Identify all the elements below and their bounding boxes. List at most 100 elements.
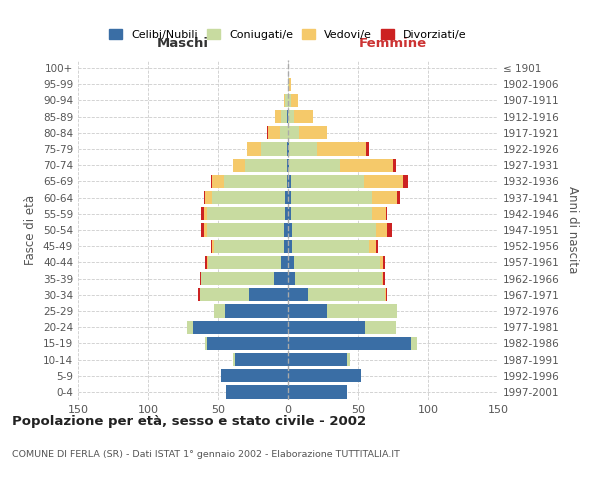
- Y-axis label: Anni di nascita: Anni di nascita: [566, 186, 579, 274]
- Bar: [200, 272, 201, 285]
- Bar: [380, 256, 383, 269]
- Bar: [388, 224, 392, 236]
- Bar: [235, 353, 288, 366]
- Bar: [292, 224, 376, 236]
- Bar: [288, 126, 299, 140]
- Bar: [295, 272, 382, 285]
- Bar: [204, 191, 205, 204]
- Bar: [288, 191, 291, 204]
- Bar: [284, 240, 288, 253]
- Bar: [369, 240, 376, 253]
- Bar: [288, 320, 365, 334]
- Bar: [291, 191, 372, 204]
- Bar: [233, 158, 245, 172]
- Bar: [207, 224, 284, 236]
- Bar: [288, 240, 292, 253]
- Bar: [386, 207, 388, 220]
- Bar: [285, 94, 288, 107]
- Bar: [204, 224, 207, 236]
- Bar: [201, 207, 204, 220]
- Bar: [281, 110, 287, 124]
- Bar: [382, 272, 383, 285]
- Bar: [287, 175, 288, 188]
- Bar: [289, 78, 291, 91]
- Bar: [383, 256, 385, 269]
- Bar: [288, 224, 292, 236]
- Bar: [288, 256, 293, 269]
- Bar: [284, 94, 285, 107]
- Bar: [291, 207, 372, 220]
- Bar: [204, 207, 207, 220]
- Bar: [205, 336, 207, 350]
- Bar: [288, 207, 291, 220]
- Bar: [274, 272, 288, 285]
- Bar: [233, 353, 235, 366]
- Bar: [288, 288, 308, 302]
- Bar: [211, 175, 212, 188]
- Bar: [291, 175, 364, 188]
- Bar: [327, 304, 397, 318]
- Bar: [288, 175, 291, 188]
- Text: Popolazione per età, sesso e stato civile - 2002: Popolazione per età, sesso e stato civil…: [12, 415, 366, 428]
- Bar: [367, 142, 369, 156]
- Bar: [262, 142, 287, 156]
- Bar: [281, 256, 288, 269]
- Bar: [293, 110, 313, 124]
- Text: Maschi: Maschi: [157, 38, 209, 51]
- Bar: [364, 175, 403, 188]
- Bar: [383, 272, 385, 285]
- Bar: [288, 304, 327, 318]
- Bar: [280, 126, 288, 140]
- Bar: [289, 142, 317, 156]
- Bar: [288, 158, 289, 172]
- Bar: [288, 336, 411, 350]
- Bar: [200, 288, 249, 302]
- Bar: [393, 158, 396, 172]
- Bar: [385, 288, 386, 302]
- Bar: [288, 353, 347, 366]
- Bar: [212, 175, 224, 188]
- Bar: [299, 126, 327, 140]
- Text: COMUNE DI FERLA (SR) - Dati ISTAT 1° gennaio 2002 - Elaborazione TUTTITALIA.IT: COMUNE DI FERLA (SR) - Dati ISTAT 1° gen…: [12, 450, 400, 459]
- Bar: [201, 272, 274, 285]
- Bar: [221, 369, 288, 382]
- Bar: [214, 240, 284, 253]
- Bar: [211, 240, 212, 253]
- Bar: [288, 272, 295, 285]
- Bar: [226, 386, 288, 398]
- Bar: [365, 320, 396, 334]
- Bar: [403, 175, 409, 188]
- Bar: [372, 207, 386, 220]
- Bar: [224, 175, 287, 188]
- Bar: [268, 126, 280, 140]
- Bar: [247, 142, 262, 156]
- Y-axis label: Fasce di età: Fasce di età: [25, 195, 37, 265]
- Bar: [267, 126, 268, 140]
- Bar: [245, 158, 287, 172]
- Bar: [208, 256, 281, 269]
- Bar: [340, 158, 393, 172]
- Bar: [199, 288, 200, 302]
- Text: Femmine: Femmine: [359, 38, 427, 51]
- Bar: [372, 191, 397, 204]
- Bar: [207, 336, 288, 350]
- Bar: [288, 110, 293, 124]
- Legend: Celibi/Nubili, Coniugati/e, Vedovi/e, Divorziati/e: Celibi/Nubili, Coniugati/e, Vedovi/e, Di…: [105, 25, 471, 44]
- Bar: [249, 288, 288, 302]
- Bar: [205, 256, 207, 269]
- Bar: [205, 191, 212, 204]
- Bar: [288, 386, 347, 398]
- Bar: [212, 240, 214, 253]
- Bar: [285, 191, 288, 204]
- Bar: [293, 256, 380, 269]
- Bar: [207, 207, 285, 220]
- Bar: [212, 191, 285, 204]
- Bar: [288, 369, 361, 382]
- Bar: [284, 224, 288, 236]
- Bar: [287, 158, 288, 172]
- Bar: [292, 240, 369, 253]
- Bar: [288, 94, 291, 107]
- Bar: [317, 142, 367, 156]
- Bar: [397, 191, 400, 204]
- Bar: [288, 142, 289, 156]
